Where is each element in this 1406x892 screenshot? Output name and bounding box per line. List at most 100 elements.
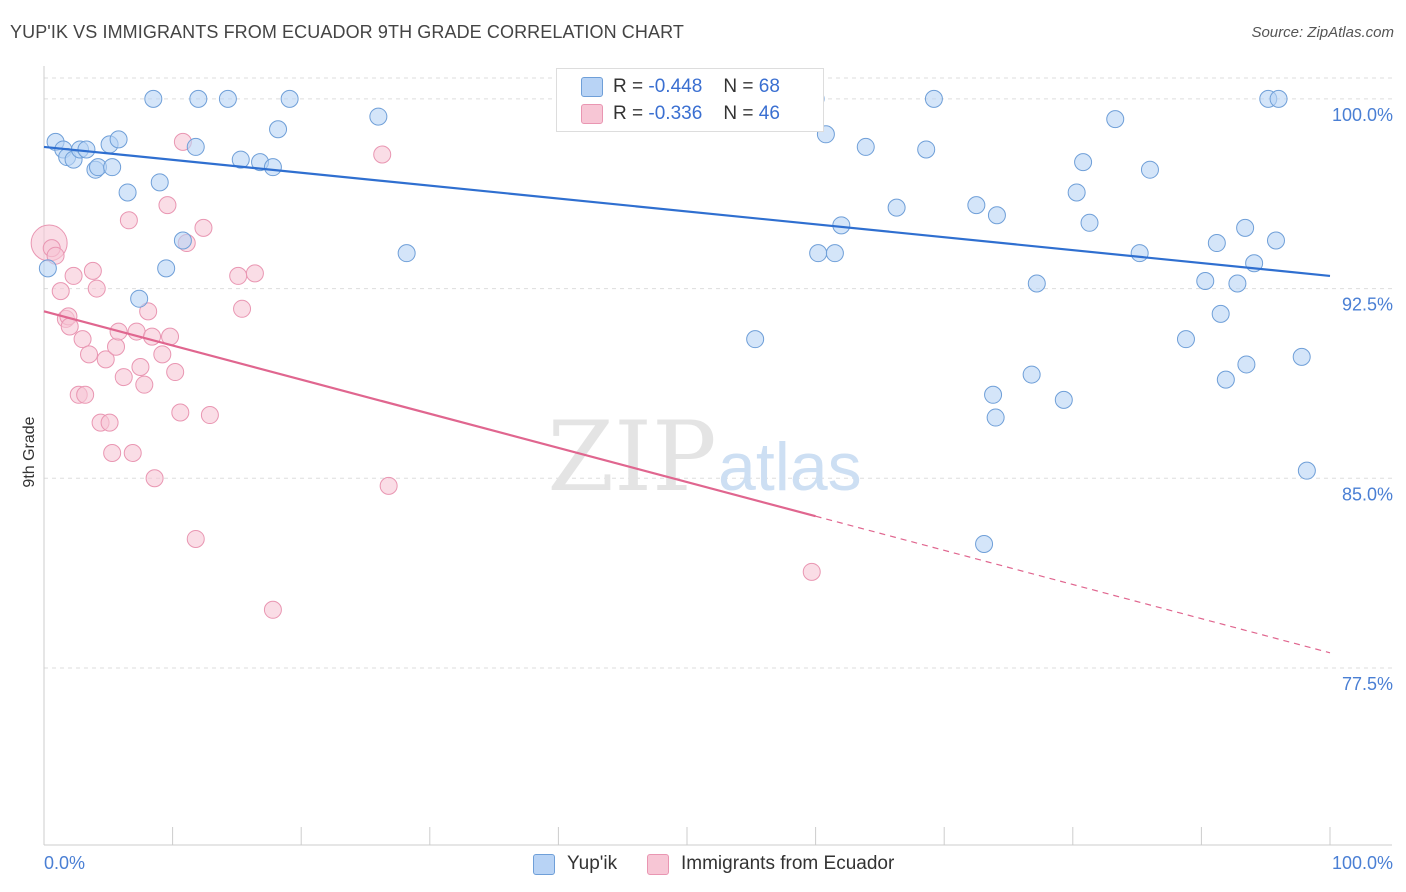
ecuador-point <box>73 330 92 349</box>
yupik-point <box>1027 274 1046 293</box>
yupik-point <box>856 137 875 156</box>
ecuador-point <box>51 282 70 301</box>
ecuador-point <box>229 266 248 285</box>
ecuador-point <box>158 196 177 215</box>
legend-swatch-ecuador <box>581 104 603 124</box>
ecuador-point <box>200 406 219 425</box>
ecuador-point <box>379 476 398 495</box>
ecuador-point <box>139 302 158 321</box>
ecuador-points <box>30 132 821 619</box>
legend-label-ecuador: Immigrants from Ecuador <box>681 853 895 874</box>
y-axis-label: 9th Grade <box>21 416 38 487</box>
yupik-point <box>1080 213 1099 232</box>
stats-legend: R = -0.448 N = 68 R = -0.336 N = 46 <box>556 68 824 132</box>
yupik-point <box>189 89 208 108</box>
ecuador-point <box>373 145 392 164</box>
x-tick-label-min: 0.0% <box>44 853 85 873</box>
yupik-point <box>917 140 936 159</box>
yupik-point <box>173 231 192 250</box>
y-tick-label: 77.5% <box>1342 674 1393 694</box>
source-label: Source: ZipAtlas.com <box>1251 24 1394 41</box>
yupik-point <box>1236 218 1255 237</box>
tick-labels: 100.0% 92.5% 85.0% 77.5% 0.0% 100.0% <box>44 105 1393 873</box>
ecuador-point <box>123 443 142 462</box>
yupik-point <box>887 198 906 217</box>
yupik-point <box>1140 160 1159 179</box>
ecuador-trend-line <box>43 310 816 518</box>
watermark: ZIP atlas <box>547 401 861 513</box>
legend-swatch-ecuador <box>647 854 669 875</box>
yupik-point <box>1067 183 1086 202</box>
yupik-point <box>130 289 149 308</box>
ecuador-point <box>245 264 264 283</box>
yupik-point <box>1106 110 1125 129</box>
yupik-point <box>103 158 122 177</box>
yupik-point <box>1211 304 1230 323</box>
ecuador-point <box>96 350 115 369</box>
yupik-point <box>967 196 986 215</box>
yupik-point <box>1228 274 1247 293</box>
yupik-point <box>986 408 1005 427</box>
ecuador-point <box>802 562 821 581</box>
ecuador-point <box>64 266 83 285</box>
axes <box>43 66 1392 846</box>
yupik-point <box>1269 89 1288 108</box>
y-tick-label: 92.5% <box>1342 295 1393 315</box>
y-tick-label: 100.0% <box>1332 105 1393 125</box>
legend-text-ecuador: R = -0.336 N = 46 <box>613 103 780 125</box>
legend-label-yupik: Yup'ik <box>567 853 618 874</box>
yupik-point <box>157 259 176 278</box>
r-label: R = <box>613 76 644 97</box>
ecuador-point <box>103 443 122 462</box>
ecuador-point <box>100 413 119 432</box>
ecuador-point <box>114 368 133 387</box>
ecuador-point <box>186 529 205 548</box>
n-label: N = <box>723 103 754 124</box>
ecuador-point <box>233 299 252 318</box>
yupik-point <box>1237 355 1256 374</box>
ecuador-point <box>131 357 150 376</box>
yupik-point <box>1207 234 1226 253</box>
yupik-point <box>825 244 844 263</box>
legend-swatch-yupik <box>533 854 555 875</box>
yupik-point <box>77 140 96 159</box>
watermark-atlas: atlas <box>718 429 862 505</box>
ecuador-point <box>76 385 95 404</box>
yupik-point <box>118 183 137 202</box>
n-value: 46 <box>758 103 780 124</box>
yupik-point <box>987 206 1006 225</box>
yupik-point <box>218 89 237 108</box>
ecuador-point <box>153 345 172 364</box>
yupik-point <box>38 259 57 278</box>
ecuador-point <box>171 403 190 422</box>
yupik-point <box>746 330 765 349</box>
n-value: 68 <box>758 76 780 97</box>
ecuador-point <box>87 279 106 298</box>
n-label: N = <box>723 76 754 97</box>
legend-swatch-yupik <box>581 77 603 97</box>
yupik-point <box>150 173 169 192</box>
ecuador-point <box>80 345 99 364</box>
yupik-point <box>975 535 994 554</box>
watermark-zip: ZIP <box>547 401 716 513</box>
yupik-point <box>1266 231 1285 250</box>
yupik-point <box>984 385 1003 404</box>
ecuador-point <box>166 363 185 382</box>
trend-lines <box>43 145 1331 654</box>
ecuador-point <box>263 600 282 619</box>
r-label: R = <box>613 103 644 124</box>
ecuador-point <box>83 261 102 280</box>
chart-title: YUP'IK VS IMMIGRANTS FROM ECUADOR 9TH GR… <box>10 22 684 42</box>
yupik-point <box>280 89 299 108</box>
yupik-point <box>369 107 388 126</box>
yupik-point <box>269 120 288 139</box>
bottom-legend: Yup'ik Immigrants from Ecuador <box>0 852 1406 878</box>
legend-text-yupik: R = -0.448 N = 68 <box>613 76 780 98</box>
yupik-point <box>144 89 163 108</box>
yupik-point <box>1130 244 1149 263</box>
yupik-point <box>1216 370 1235 389</box>
x-tick-label-max: 100.0% <box>1332 853 1393 873</box>
yupik-trend-line <box>43 145 1331 278</box>
yupik-point <box>186 137 205 156</box>
r-value: -0.448 <box>648 76 703 97</box>
